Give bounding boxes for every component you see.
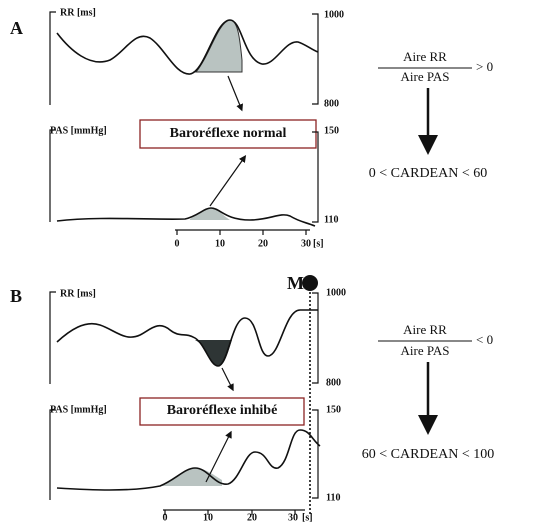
- relation: > 0: [476, 59, 493, 74]
- panel-label: B: [10, 286, 22, 306]
- relation: < 0: [476, 332, 493, 347]
- panel-a: A RR [ms] 1000 800 Baroréflexe normal PA…: [10, 7, 493, 249]
- pas-curve: [56, 207, 316, 227]
- pas-axis: [312, 409, 319, 499]
- time-tick: 0: [175, 238, 180, 249]
- rr-top: 1000: [324, 9, 344, 20]
- time-unit: [s]: [313, 238, 324, 249]
- rr-axis: [312, 13, 319, 105]
- rr-bottom: 800: [326, 377, 341, 388]
- rr-axis: [312, 292, 319, 384]
- box-text: Baroréflexe inhibé: [167, 403, 278, 418]
- result: 60 < CARDEAN < 100: [362, 447, 494, 462]
- axis-bracket: [49, 291, 56, 384]
- box: [139, 119, 317, 149]
- arrow: [221, 367, 234, 392]
- arrow: [209, 155, 247, 207]
- rr-title: RR [ms]: [60, 7, 96, 18]
- panel-b: B RR [ms] 1000 800 Baroréflexe inhibé PA…: [10, 273, 494, 522]
- time-tick: 20: [258, 238, 268, 249]
- panel-label: A: [10, 18, 23, 38]
- denominator: Aire PAS: [400, 69, 449, 84]
- pas-bottom: 110: [326, 492, 340, 503]
- pas-title: PAS [mmHg]: [50, 404, 107, 415]
- rr-top: 1000: [326, 287, 346, 298]
- arrow: [205, 430, 232, 483]
- axis-bracket: [49, 129, 56, 222]
- numerator: Aire RR: [403, 322, 447, 337]
- pas-top: 150: [324, 125, 339, 136]
- rr-curve: [56, 309, 318, 367]
- pas-title: PAS [mmHg]: [50, 125, 107, 136]
- time-axis: [163, 509, 305, 515]
- rr-curve: [56, 19, 319, 75]
- time-tick: 30: [301, 238, 311, 249]
- marker-dot: [302, 275, 318, 291]
- time-axis: [175, 229, 310, 235]
- rr-bottom: 800: [324, 98, 339, 109]
- denominator: Aire PAS: [400, 343, 449, 358]
- pas-axis: [312, 131, 319, 223]
- numerator: Aire RR: [403, 49, 447, 64]
- rr-area: [158, 340, 232, 366]
- axis-bracket: [49, 11, 56, 105]
- box: [139, 397, 305, 426]
- pas-area: [190, 208, 230, 220]
- time-tick: 30: [288, 512, 298, 522]
- time-tick: 20: [247, 512, 257, 522]
- rr-title: RR [ms]: [60, 288, 96, 299]
- pas-bottom: 110: [324, 214, 338, 225]
- time-unit: [s]: [302, 512, 313, 522]
- result: 0 < CARDEAN < 60: [369, 166, 487, 181]
- time-tick: 0: [163, 512, 168, 522]
- box-text: Baroréflexe normal: [170, 126, 287, 141]
- arrow: [227, 75, 243, 112]
- axis-bracket: [49, 409, 56, 500]
- time-tick: 10: [215, 238, 225, 249]
- pas-curve: [56, 429, 321, 491]
- time-tick: 10: [203, 512, 213, 522]
- pas-top: 150: [326, 404, 341, 415]
- marker-label: M: [287, 273, 304, 293]
